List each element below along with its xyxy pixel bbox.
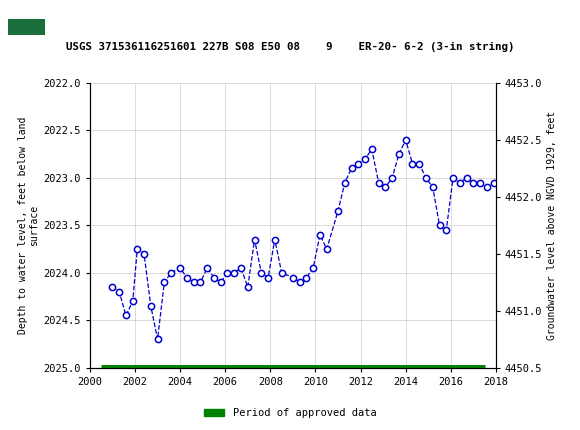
Text: USGS: USGS (52, 11, 103, 29)
Y-axis label: Groundwater level above NGVD 1929, feet: Groundwater level above NGVD 1929, feet (546, 111, 557, 340)
Bar (6, 3, 46, 37)
Y-axis label: Depth to water level, feet below land
surface: Depth to water level, feet below land su… (17, 117, 39, 334)
Bar (8, 18, 45, 35)
Legend: Period of approved data: Period of approved data (200, 404, 380, 423)
Text: USGS 371536116251601 227B S08 E50 08    9    ER-20- 6-2 (3-in string): USGS 371536116251601 227B S08 E50 08 9 E… (66, 42, 514, 52)
